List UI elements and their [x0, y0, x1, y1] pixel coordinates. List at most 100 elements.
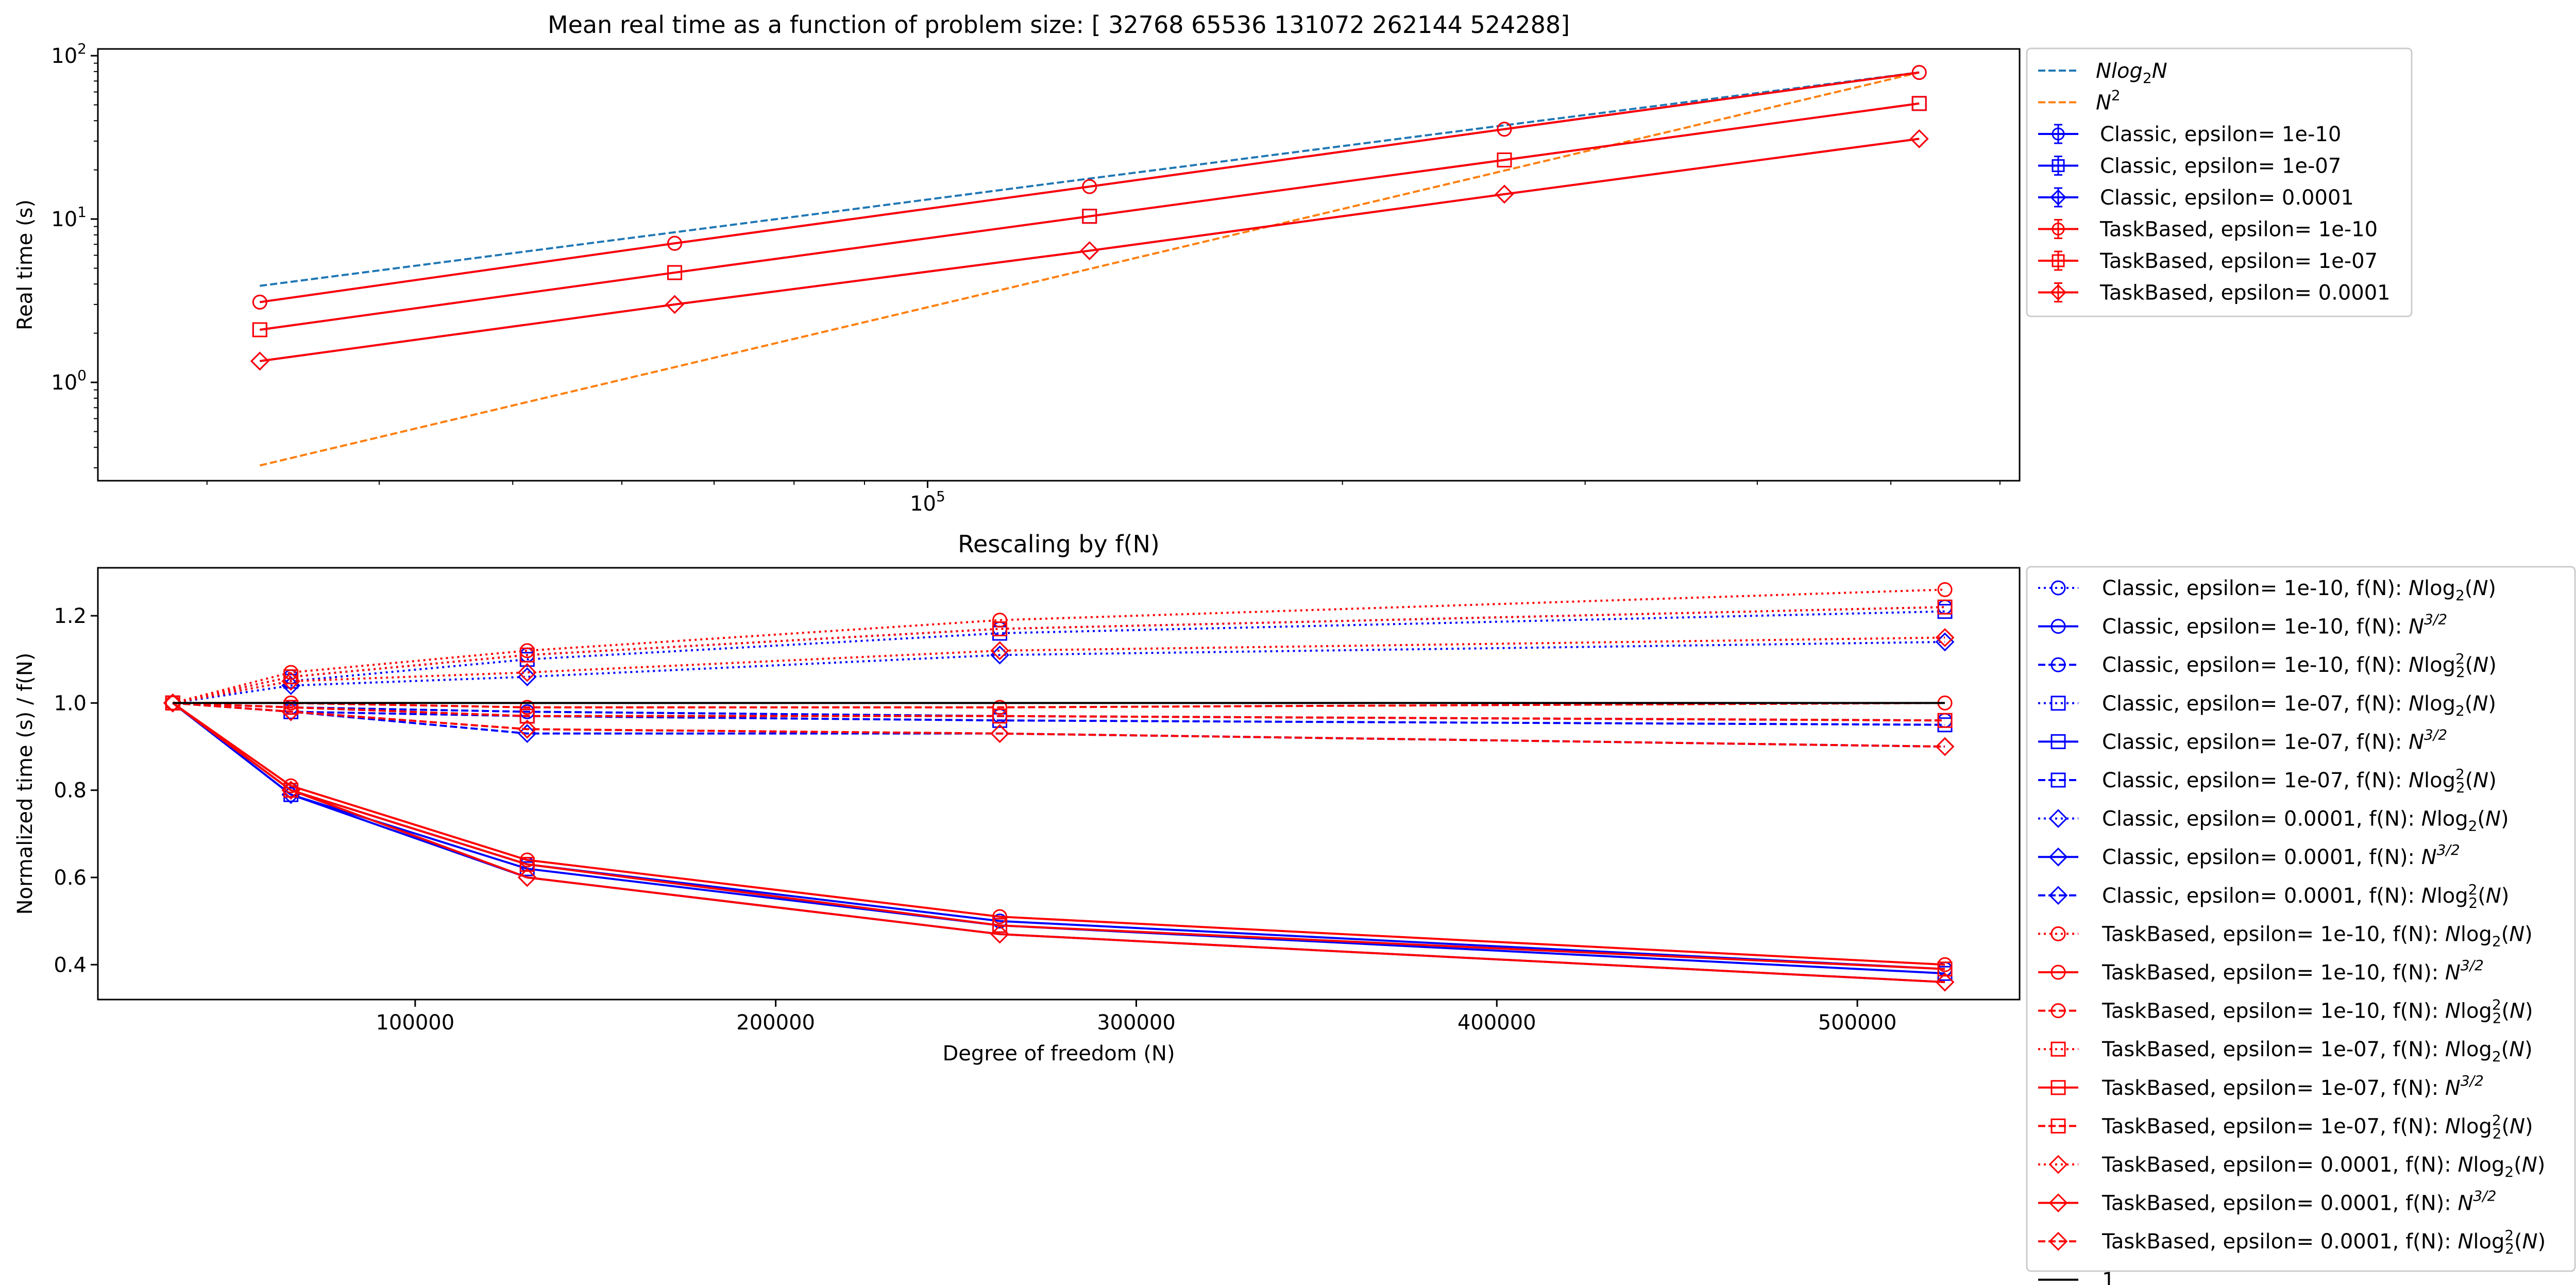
data-point	[252, 294, 267, 310]
data-point	[1937, 961, 1953, 977]
data-point	[992, 621, 1008, 637]
data-point	[519, 708, 535, 724]
series-line	[260, 102, 1920, 331]
series-line	[172, 588, 1945, 704]
y-tick-label: 0.4	[54, 953, 87, 977]
data-point	[1937, 582, 1953, 597]
legend-marker	[2050, 965, 2066, 980]
legend-marker	[2050, 926, 2066, 941]
data-point	[990, 724, 1009, 743]
series-line	[172, 702, 1945, 984]
data-point	[992, 918, 1008, 933]
data-point	[281, 781, 301, 800]
y-tick-label: 0.8	[54, 779, 87, 803]
data-point	[519, 700, 535, 715]
bottom-series-taskbased-epsilon-0-0001-f-n-nlog2	[163, 628, 1955, 713]
top-series-taskbased-epsilon-1e-07	[252, 96, 1927, 337]
data-point	[1935, 632, 1955, 652]
top-chart-title: Mean real time as a function of problem …	[548, 11, 1570, 39]
legend-marker	[2050, 657, 2066, 672]
legend-label: 1	[2102, 1269, 2115, 1285]
data-point	[519, 647, 535, 663]
x-tick-label: 200000	[736, 1011, 815, 1035]
legend-marker	[2048, 1193, 2068, 1212]
series-line	[173, 702, 1945, 748]
data-point	[992, 613, 1008, 628]
data-point	[665, 295, 684, 314]
top-y-axis-label: Real time (s)	[13, 199, 37, 330]
data-point	[283, 700, 299, 715]
legend-marker	[2052, 127, 2065, 141]
legend-label: Classic, epsilon= 0.0001, f(N): Nlog2 2(N…	[2102, 881, 2509, 911]
data-point	[992, 700, 1008, 715]
top-plot-frame	[97, 48, 2021, 482]
data-point	[517, 719, 537, 739]
bottom-y-axis-label: Normalized time (s) / f(N)	[13, 653, 37, 915]
legend-label-classic-epsilon-1e-10: Classic, epsilon= 1e-10	[2100, 123, 2341, 146]
top-legend-frame	[2026, 47, 2413, 317]
data-point	[283, 783, 299, 798]
data-point	[1909, 129, 1929, 148]
bottom-x-axis-label: Degree of freedom (N)	[942, 1042, 1175, 1066]
y-tick-label: 102	[51, 40, 87, 68]
series-line	[260, 71, 1920, 303]
legend-label: Classic, epsilon= 1e-10, f(N): Nlog2(N)	[2102, 577, 2496, 604]
top-series-taskbased-epsilon-0-0001	[250, 129, 1929, 371]
top-panel: Mean real time as a function of problem …	[13, 11, 2021, 516]
data-point	[250, 351, 269, 371]
bottom-series-taskbased-epsilon-0-0001-f-n-nlog22	[163, 694, 1955, 756]
legend-marker	[2050, 580, 2066, 596]
legend-marker	[2050, 772, 2066, 788]
ref-line-n-2	[259, 71, 1920, 467]
legend-label-taskbased-epsilon-1e-07: TaskBased, epsilon= 1e-07	[2099, 249, 2378, 273]
legend-label: Classic, epsilon= 0.0001, f(N): N3/2	[2102, 841, 2460, 869]
legend-marker	[2048, 809, 2068, 828]
series-line	[172, 702, 1945, 966]
data-point	[1937, 713, 1953, 728]
data-point	[517, 868, 537, 887]
series-line	[173, 702, 1945, 722]
bottom-chart-title: Rescaling by f(N)	[958, 530, 1160, 558]
bottom-plot-frame	[97, 567, 2021, 1001]
series-line	[260, 138, 1920, 362]
bottom-axis-ticks: 0.4 0.6 0.8 1.0 1.2 100000 200000 300000 400000 5…	[54, 604, 1896, 1035]
top-series-taskbased-epsilon-1e-10	[252, 65, 1927, 310]
y-tick-label: 0.6	[54, 866, 87, 890]
x-tick-label: 105	[910, 488, 945, 516]
legend-marker	[2050, 1003, 2066, 1019]
data-point	[517, 724, 537, 743]
legend-label-taskbased-epsilon-1e-10: TaskBased, epsilon= 1e-10	[2099, 218, 2378, 242]
data-point	[992, 708, 1008, 724]
legend-label: TaskBased, epsilon= 1e-07, f(N): Nlog2(N…	[2102, 1038, 2533, 1065]
data-point	[281, 702, 301, 721]
data-point	[1935, 972, 1955, 992]
data-point	[517, 667, 537, 686]
top-series-layer	[250, 65, 1929, 467]
data-point	[281, 671, 301, 691]
legend-marker	[2050, 189, 2066, 206]
data-point	[1935, 628, 1955, 647]
legend-marker	[2052, 159, 2065, 172]
legend-label: Classic, epsilon= 1e-07, f(N): N3/2	[2102, 726, 2447, 754]
x-tick-label: 400000	[1458, 1011, 1536, 1035]
data-point	[992, 909, 1008, 924]
legend-label-taskbased-epsilon-0-0001: TaskBased, epsilon= 0.0001	[2099, 281, 2391, 305]
x-tick-label: 100000	[376, 1011, 454, 1035]
data-point	[1497, 122, 1512, 137]
legend-label: TaskBased, epsilon= 0.0001, f(N): Nlog2 2…	[2102, 1227, 2546, 1257]
series-line	[173, 640, 1945, 704]
bottom-series-taskbased-epsilon-1e-07-f-n-nlog22	[165, 695, 1953, 728]
legend-label: Classic, epsilon= 0.0001, f(N): Nlog2(N)	[2102, 807, 2509, 835]
data-point	[1935, 737, 1955, 756]
data-point	[163, 694, 182, 713]
bottom-panel: Rescaling by f(N) Normalized time (s) / …	[13, 530, 2021, 1066]
legend-label: TaskBased, epsilon= 1e-10, f(N): N3/2	[2102, 957, 2484, 985]
data-point	[1911, 96, 1927, 111]
legend-label-n-2: N2	[2096, 87, 2121, 115]
legend-marker	[2050, 1118, 2066, 1134]
data-point	[252, 322, 267, 337]
legend-marker	[2050, 619, 2066, 634]
bottom-legend-frame	[2026, 566, 2576, 1272]
